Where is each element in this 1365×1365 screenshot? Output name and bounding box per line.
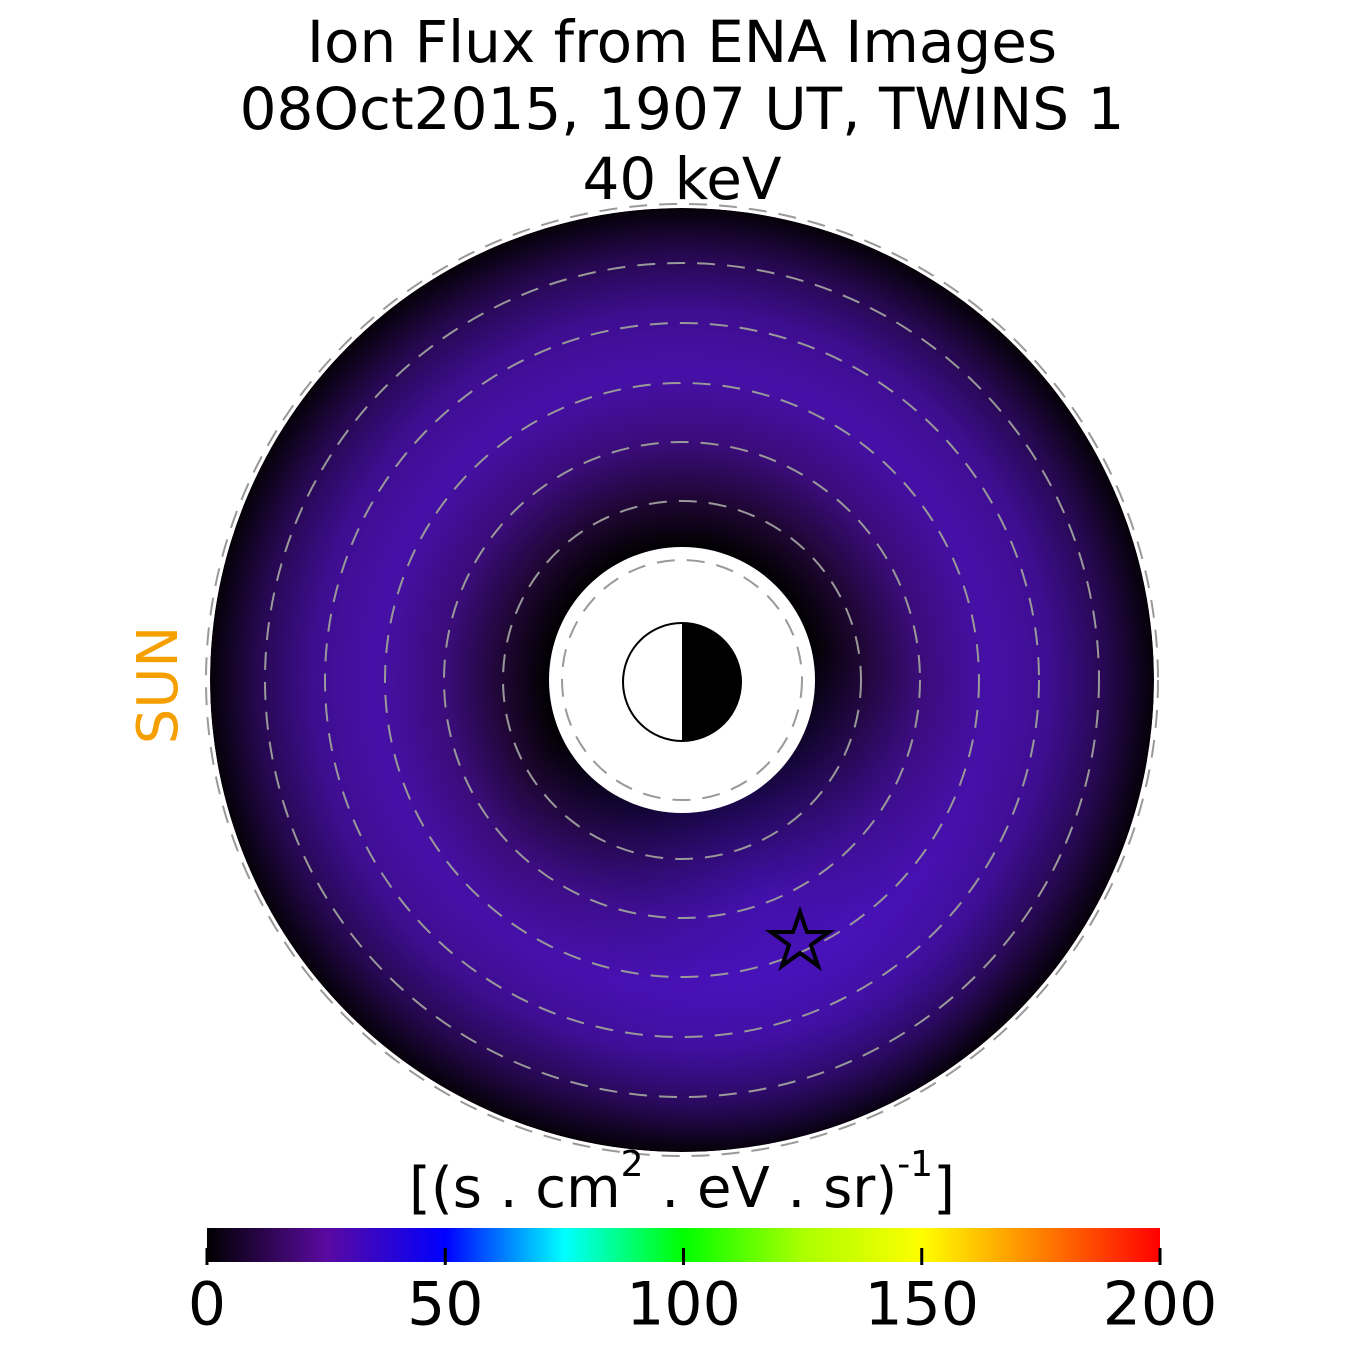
colorbar-tick-label: 50 bbox=[407, 1270, 483, 1340]
colorbar-label: [(s . cm2 . eV . sr)-1] bbox=[409, 1144, 955, 1221]
title-line: 40 keV bbox=[582, 145, 781, 213]
label-sup: 2 bbox=[621, 1144, 644, 1185]
colorbar-tick-label: 100 bbox=[626, 1270, 741, 1340]
label-part: [(s . cm bbox=[409, 1156, 621, 1221]
earth bbox=[622, 622, 742, 742]
label-part: . eV . sr) bbox=[644, 1156, 898, 1221]
spacecraft-star bbox=[764, 905, 836, 972]
colorbar-tick-label: 200 bbox=[1103, 1270, 1218, 1340]
colorbar-tick-label: 150 bbox=[864, 1270, 979, 1340]
title-line: Ion Flux from ENA Images bbox=[307, 8, 1057, 76]
range-circles bbox=[205, 203, 1159, 1157]
sun-label: SUN bbox=[126, 626, 191, 744]
label-part: ] bbox=[933, 1156, 955, 1221]
label-sup: -1 bbox=[897, 1144, 933, 1185]
title-block: Ion Flux from ENA Images 08Oct2015, 1907… bbox=[240, 8, 1125, 213]
colorbar-tick-label: 0 bbox=[188, 1270, 226, 1340]
title-line: 08Oct2015, 1907 UT, TWINS 1 bbox=[240, 75, 1125, 143]
